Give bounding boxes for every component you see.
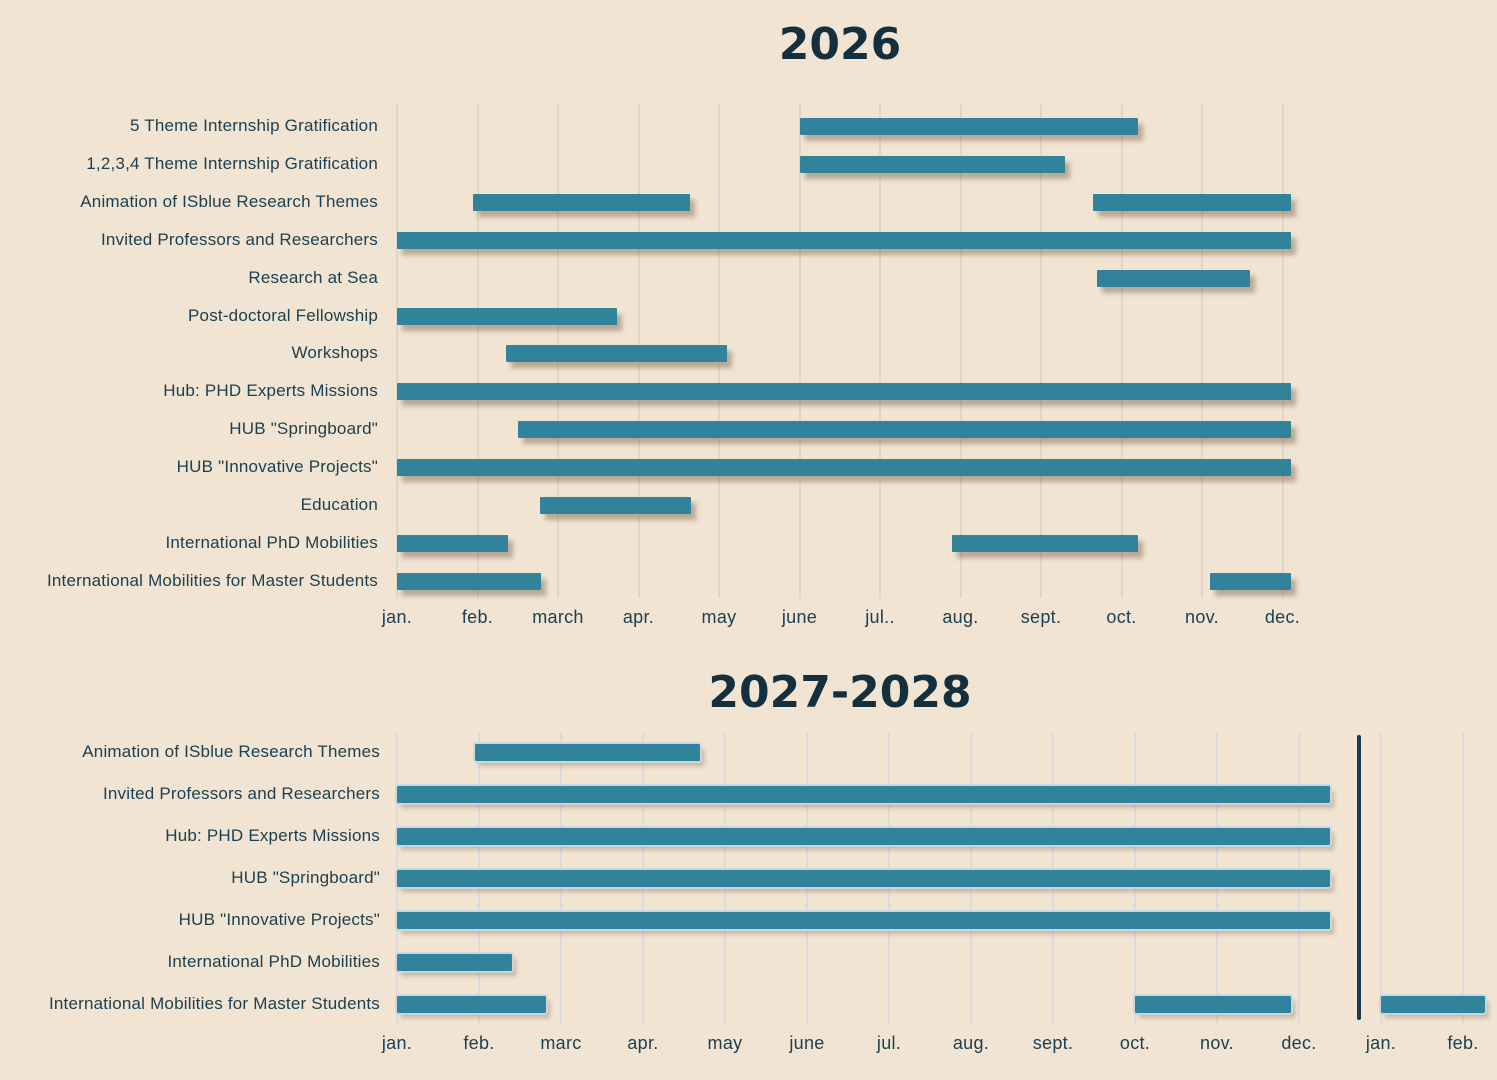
- row-label: International PhD Mobilities: [167, 952, 380, 971]
- axis-month-label: aug.: [952, 1033, 990, 1053]
- chart-title-2027-2028: 2027-2028: [708, 667, 972, 718]
- row-label: HUB "Innovative Projects": [178, 910, 380, 929]
- gantt-bar: [394, 910, 1333, 931]
- axis-month-label: march: [532, 607, 584, 627]
- axis-month-label: sept.: [1032, 1033, 1074, 1053]
- row-label: Workshops: [291, 343, 378, 363]
- axis-month-label: dec.: [1281, 1033, 1317, 1053]
- axis-month-label: oct.: [1106, 607, 1137, 627]
- axis-month-label: dec.: [1264, 607, 1301, 627]
- row-label: HUB "Innovative Projects": [176, 457, 378, 477]
- axis-month-label: marc: [540, 1033, 582, 1053]
- axis-month-label: nov.: [1185, 607, 1219, 627]
- gantt-bar: [397, 307, 617, 325]
- axis-month-label: may: [701, 607, 737, 627]
- gantt-bar: [394, 784, 1333, 805]
- gantt-bar: [505, 345, 728, 363]
- axis-month-label: jan.: [381, 1033, 413, 1053]
- axis-month-label: apr.: [622, 607, 655, 627]
- axis-month-label: jul..: [865, 607, 895, 627]
- axis-month-label: feb.: [461, 607, 494, 627]
- month-gridline: [798, 104, 801, 598]
- gantt-bar: [1378, 994, 1488, 1015]
- axis-month-label: nov.: [1200, 1033, 1234, 1053]
- axis-month-label: jan.: [381, 607, 413, 627]
- row-label: International Mobilities for Master Stud…: [48, 994, 380, 1013]
- gantt-bar: [397, 231, 1291, 249]
- month-gridline: [396, 104, 398, 598]
- month-gridline: [1462, 733, 1464, 1024]
- gantt-bar: [397, 572, 542, 590]
- gantt-bar: [799, 118, 1138, 135]
- gantt-bar: [394, 826, 1333, 847]
- month-gridline: [1040, 104, 1042, 598]
- year-divider-line: [1356, 735, 1361, 1020]
- month-gridline: [1380, 733, 1382, 1024]
- row-label: International Mobilities for Master Stud…: [46, 570, 378, 590]
- row-label: International PhD Mobilities: [165, 532, 378, 552]
- axis-month-label: sept.: [1020, 607, 1062, 627]
- axis-month-label: apr.: [627, 1033, 659, 1053]
- row-label: Education: [300, 495, 378, 514]
- gantt-bar: [397, 459, 1291, 477]
- gantt-bar: [397, 383, 1291, 401]
- gantt-bar: [472, 742, 703, 763]
- row-label: 5 Theme Internship Gratification: [130, 116, 378, 135]
- row-label: HUB "Springboard": [229, 419, 378, 439]
- axis-month-label: june: [789, 1033, 825, 1053]
- row-label: Post-doctoral Fellowship: [188, 305, 378, 325]
- month-gridline: [959, 104, 962, 598]
- gantt-bar: [394, 868, 1333, 889]
- chart-title-2026: 2026: [778, 19, 902, 70]
- month-gridline: [1120, 104, 1123, 598]
- gantt-bar: [473, 193, 690, 211]
- row-label: Hub: PHD Experts Missions: [165, 826, 380, 845]
- gantt-bar: [1097, 269, 1251, 287]
- month-gridline: [1201, 104, 1203, 598]
- month-gridline: [1281, 104, 1284, 598]
- gantt-bar: [1210, 572, 1291, 590]
- gantt-bar: [397, 534, 509, 552]
- axis-month-label: jan.: [1365, 1033, 1397, 1053]
- axis-month-label: feb.: [1447, 1033, 1479, 1053]
- month-gridline: [476, 104, 479, 598]
- row-label: Animation of ISblue Research Themes: [80, 191, 378, 211]
- gantt-bar: [1093, 193, 1291, 211]
- axis-month-label: aug.: [942, 607, 979, 627]
- month-gridline: [879, 104, 881, 598]
- row-label: Animation of ISblue Research Themes: [82, 742, 380, 761]
- gantt-bar: [394, 994, 549, 1015]
- axis-month-label: june: [781, 607, 818, 627]
- row-label: 1,2,3,4 Theme Internship Gratification: [86, 153, 378, 173]
- row-label: Invited Professors and Researchers: [102, 784, 380, 803]
- gantt-bar: [1133, 994, 1293, 1015]
- row-label: HUB "Springboard": [231, 868, 380, 887]
- gantt-bar: [799, 155, 1066, 173]
- axis-month-label: feb.: [463, 1033, 495, 1053]
- row-label: Research at Sea: [248, 267, 378, 287]
- axis-month-label: oct.: [1119, 1033, 1151, 1053]
- gantt-bar: [540, 497, 691, 514]
- row-label: Hub: PHD Experts Missions: [163, 381, 378, 401]
- axis-month-label: may: [707, 1033, 743, 1053]
- row-label: Invited Professors and Researchers: [100, 229, 378, 249]
- axis-month-label: jul.: [876, 1033, 902, 1053]
- gantt-bar: [952, 534, 1138, 552]
- gantt-bar: [395, 952, 514, 973]
- gantt-bar: [517, 421, 1291, 439]
